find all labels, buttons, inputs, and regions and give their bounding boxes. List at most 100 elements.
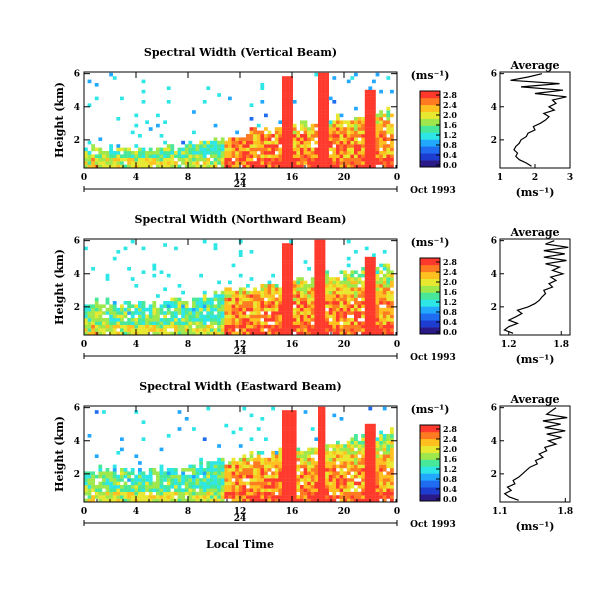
heatmap-cell: [224, 318, 229, 322]
heatmap-cell: [382, 451, 387, 455]
colorbar-tick-label: 0.8: [443, 140, 457, 150]
heatmap-cell: [271, 273, 275, 278]
heatmap-cell: [253, 147, 257, 152]
heatmap-cell: [289, 457, 293, 462]
heatmap-cell: [192, 498, 196, 503]
heatmap-cell: [321, 137, 326, 141]
heatmap-cell: [285, 76, 290, 80]
heatmap-cell: [282, 263, 286, 268]
heatmap-cell: [130, 157, 135, 162]
heatmap-cell: [336, 140, 340, 145]
heatmap-cell: [264, 127, 268, 131]
heatmap-cell: [354, 304, 358, 308]
heatmap-cell: [379, 454, 383, 458]
colorbar-tick-label: 2.4: [443, 434, 457, 444]
heatmap-cell: [228, 151, 232, 155]
heatmap-cell: [224, 287, 229, 291]
heatmap-cell: [148, 311, 153, 315]
heatmap-cell: [310, 485, 315, 489]
heatmap-cell: [177, 164, 182, 169]
heatmap-cell: [372, 120, 376, 124]
heatmap-cell: [170, 144, 175, 148]
heatmap-cell: [386, 437, 391, 441]
heatmap-cell: [372, 301, 376, 305]
heatmap-cell: [224, 164, 229, 169]
heatmap-cell: [300, 331, 304, 336]
heatmap-cell: [246, 498, 250, 503]
heatmap-cell: [325, 321, 329, 325]
heatmap-cell: [300, 144, 304, 148]
heatmap-cell: [346, 451, 351, 455]
heatmap-cell: [264, 485, 268, 489]
heatmap-cell: [343, 311, 347, 315]
heatmap-cell: [98, 471, 103, 475]
heatmap-cell: [231, 297, 236, 302]
heatmap-cell: [332, 321, 337, 325]
heatmap-cell: [181, 495, 185, 499]
heatmap-cell: [357, 457, 362, 462]
heatmap-cell: [318, 83, 322, 87]
heatmap-cell: [242, 464, 247, 469]
heatmap-cell: [134, 488, 139, 492]
heatmap-cell: [282, 304, 286, 308]
heatmap-cell: [328, 474, 333, 479]
heatmap-cell: [314, 331, 319, 336]
heatmap-cell: [325, 451, 329, 455]
y-tick-label: 2: [74, 136, 80, 146]
heatmap-cell: [332, 294, 337, 298]
heatmap-cell: [235, 331, 239, 336]
heatmap-cell: [318, 488, 322, 492]
heatmap-cell: [346, 488, 351, 492]
heatmap-cell: [382, 134, 387, 138]
heatmap-cell: [249, 481, 254, 486]
heatmap-cell: [156, 318, 160, 322]
heatmap-cell: [372, 137, 376, 141]
heatmap-cell: [249, 250, 254, 254]
heatmap-cell: [123, 324, 128, 329]
heatmap-cell: [282, 491, 286, 496]
heatmap-cell: [224, 485, 229, 489]
heatmap-cell: [361, 478, 365, 482]
heatmap-cell: [138, 468, 142, 472]
heatmap-cell: [256, 137, 261, 141]
heatmap-cell: [174, 246, 178, 251]
heatmap-cell: [195, 144, 200, 148]
heatmap-cell: [318, 103, 322, 107]
heatmap-cell: [325, 157, 329, 162]
heatmap-cell: [246, 318, 250, 322]
heatmap-cell: [321, 284, 326, 288]
colorbar-tick-label: 0.0: [443, 327, 457, 337]
heatmap-cell: [390, 297, 394, 302]
heatmap-cell: [116, 250, 121, 254]
heatmap-cell: [300, 294, 304, 298]
heatmap-cell: [267, 304, 272, 308]
heatmap-cell: [202, 314, 207, 319]
heatmap-cell: [350, 321, 355, 325]
heatmap-cell: [163, 304, 167, 308]
heatmap-cell: [249, 130, 254, 135]
heatmap-cell: [231, 461, 236, 465]
heatmap-cell: [166, 471, 171, 475]
heatmap-cell: [321, 72, 326, 77]
heatmap-cell: [228, 140, 232, 145]
heatmap-cell: [267, 328, 272, 332]
heatmap-cell: [332, 304, 337, 308]
heatmap-cell: [256, 157, 261, 162]
y-axis-label: Height (km): [53, 249, 66, 325]
heatmap-cell: [292, 461, 297, 465]
heatmap-cell: [105, 328, 110, 332]
heatmap-cell: [159, 474, 164, 479]
heatmap-cell: [134, 284, 139, 288]
heatmap-cell: [177, 154, 182, 158]
colorbar-swatch: [420, 494, 440, 502]
y-tick-label: 6: [74, 404, 80, 414]
heatmap-cell: [321, 110, 326, 114]
heatmap-cell: [152, 481, 157, 486]
heatmap-cell: [271, 324, 275, 329]
heatmap-cell: [350, 140, 355, 145]
heatmap-cell: [217, 457, 221, 462]
heatmap-cell: [98, 137, 103, 141]
heatmap-cell: [336, 294, 340, 298]
heatmap-cell: [325, 161, 329, 165]
heatmap-cell: [94, 454, 99, 458]
